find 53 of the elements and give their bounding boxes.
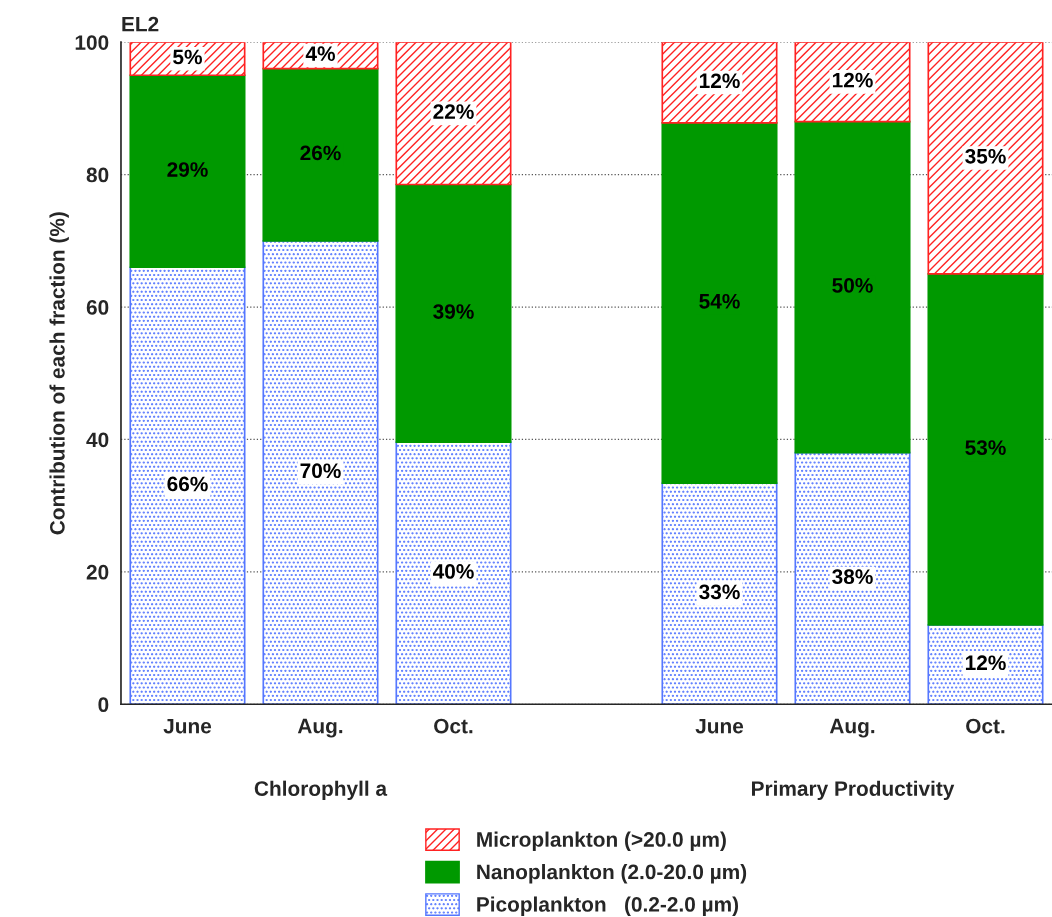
bar — [129, 74, 246, 269]
bar — [395, 42, 512, 186]
text: Chlorophyll a — [254, 780, 388, 801]
y-tick-label: 0 — [98, 697, 109, 713]
bar — [927, 623, 1044, 705]
data-label: 39% — [433, 304, 474, 319]
legend-label: Microplankton (>20.0 µm) — [477, 831, 726, 851]
data-label: 38% — [832, 569, 873, 585]
x-tick-label: June — [695, 718, 744, 734]
data-label: 50% — [832, 277, 873, 293]
bar — [927, 273, 1044, 626]
bar — [794, 120, 911, 454]
x-tick-label: June — [163, 718, 212, 734]
data-label: 26% — [300, 145, 341, 161]
legend-label: Nanoplankton (2.0-20.0 µm) — [477, 864, 747, 884]
y-tick-label: 40 — [86, 432, 109, 448]
y-tick-label: 20 — [86, 564, 109, 580]
data-label: 53% — [965, 440, 1006, 455]
bar — [395, 183, 512, 443]
bar — [794, 42, 911, 123]
y-tick-label: 60 — [86, 300, 109, 315]
chart-title: EL2 — [122, 16, 159, 32]
data-label: 35% — [965, 148, 1006, 164]
data-label: 29% — [167, 162, 208, 177]
text: Primary Productivity — [752, 780, 955, 801]
x-tick-label: Oct. — [966, 718, 1005, 734]
data-label: 66% — [167, 476, 208, 492]
data-label: 5% — [173, 49, 202, 65]
data-label: 54% — [699, 293, 740, 309]
data-label: 12% — [965, 655, 1006, 671]
x-tick-label: Oct. — [434, 718, 473, 734]
bar — [661, 42, 778, 124]
data-label: 22% — [433, 104, 474, 119]
data-label: 33% — [699, 584, 740, 600]
bar — [661, 122, 778, 484]
x-tick-label: Aug. — [829, 718, 875, 738]
bar — [927, 42, 1044, 275]
data-label: 12% — [832, 72, 873, 88]
bar — [262, 67, 379, 242]
bar — [129, 266, 246, 705]
bar — [395, 441, 512, 705]
bar — [262, 239, 379, 705]
y-tick-label: 100 — [75, 35, 109, 50]
x-tick-label: Aug. — [297, 718, 343, 738]
data-label: 40% — [432, 564, 474, 579]
bar — [661, 482, 778, 705]
data-label: 12% — [699, 73, 740, 89]
bar — [794, 451, 911, 705]
y-tick-label: 80 — [86, 167, 109, 183]
data-label: 70% — [300, 463, 341, 479]
legend-label: Picoplankton (0.2-2.0 µm) — [477, 896, 739, 916]
y-axis-title: Contribution of each fraction (%) — [49, 212, 69, 535]
data-label: 4% — [305, 46, 335, 61]
